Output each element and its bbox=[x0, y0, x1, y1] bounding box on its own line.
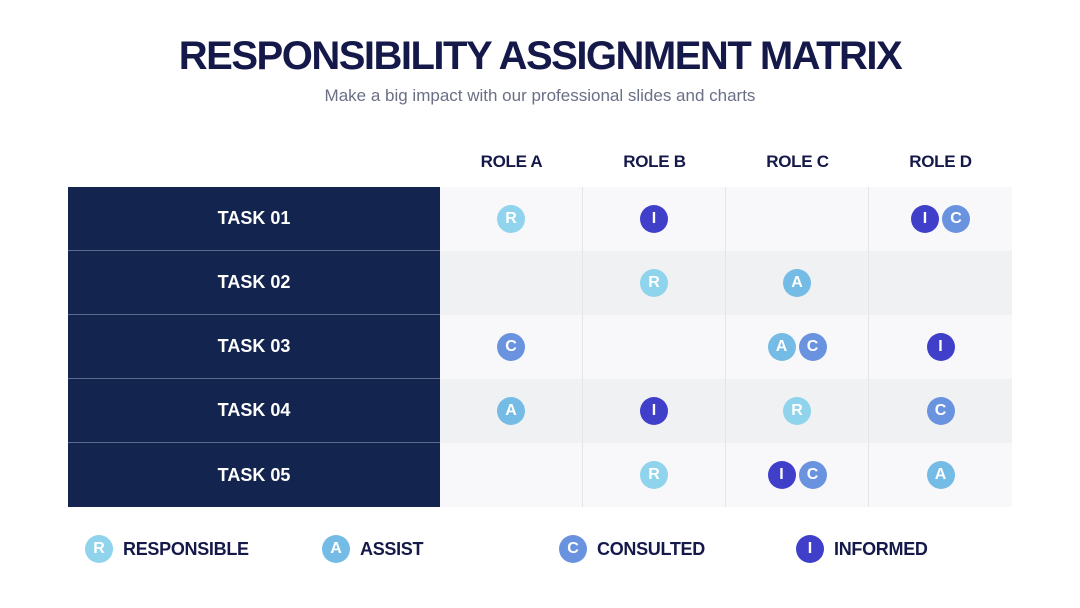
legend-item-informed: I INFORMED bbox=[796, 535, 928, 563]
matrix-cell: C bbox=[869, 379, 1012, 443]
badge-c: C bbox=[798, 461, 827, 489]
legend-item-assist: A ASSIST bbox=[322, 535, 424, 563]
matrix-cell: A bbox=[869, 443, 1012, 507]
badge-a: A bbox=[497, 397, 525, 425]
badge-r: R bbox=[640, 269, 668, 297]
matrix-cell: A bbox=[726, 251, 869, 315]
matrix-cell: R bbox=[440, 187, 583, 251]
legend-badge-i: I bbox=[796, 535, 824, 563]
badge-c: C bbox=[926, 397, 955, 425]
legend-badge-r: R bbox=[85, 535, 113, 563]
task-label: TASK 04 bbox=[68, 379, 440, 443]
badge-c: C bbox=[497, 333, 525, 361]
matrix-cell: R bbox=[583, 251, 726, 315]
legend-item-consulted: C CONSULTED bbox=[559, 535, 705, 563]
badge-r: R bbox=[497, 205, 525, 233]
badge-i: I bbox=[767, 461, 796, 489]
matrix-cell: I bbox=[583, 379, 726, 443]
task-label: TASK 01 bbox=[68, 187, 440, 251]
matrix-cell: I bbox=[583, 187, 726, 251]
badge-r: R bbox=[640, 461, 668, 489]
badge-i: I bbox=[926, 333, 955, 361]
badge-i: I bbox=[911, 205, 939, 233]
legend-label: CONSULTED bbox=[597, 538, 705, 559]
page-title: RESPONSIBILITY ASSIGNMENT MATRIX bbox=[178, 34, 903, 78]
matrix-cell: R bbox=[726, 379, 869, 443]
badge-i: I bbox=[640, 397, 668, 425]
legend-label: RESPONSIBLE bbox=[123, 538, 249, 559]
badge-a: A bbox=[783, 269, 811, 297]
matrix-cell bbox=[440, 443, 583, 507]
badge-r: R bbox=[783, 397, 811, 425]
badge-c: C bbox=[798, 333, 827, 361]
legend-label: INFORMED bbox=[834, 538, 928, 559]
role-header: ROLE B bbox=[623, 152, 686, 171]
role-header: ROLE D bbox=[909, 152, 972, 171]
legend-badge-a: A bbox=[322, 535, 350, 563]
legend-item-responsible: R RESPONSIBLE bbox=[85, 535, 249, 563]
role-header: ROLE C bbox=[766, 152, 829, 171]
task-label: TASK 05 bbox=[68, 443, 440, 507]
badge-a: A bbox=[767, 333, 796, 361]
matrix-cell bbox=[440, 251, 583, 315]
matrix-cell: R bbox=[583, 443, 726, 507]
badge-c: C bbox=[942, 205, 970, 233]
legend-label: ASSIST bbox=[360, 538, 424, 559]
legend-badge-c: C bbox=[559, 535, 587, 563]
matrix-cell bbox=[583, 315, 726, 379]
matrix-cell bbox=[726, 187, 869, 251]
matrix-cell: C bbox=[440, 315, 583, 379]
matrix-cell: I bbox=[869, 315, 1012, 379]
matrix-cell bbox=[869, 251, 1012, 315]
page-subtitle: Make a big impact with our professional … bbox=[324, 86, 756, 105]
task-label: TASK 03 bbox=[68, 315, 440, 379]
badge-a: A bbox=[926, 461, 955, 489]
role-header: ROLE A bbox=[480, 152, 543, 171]
badge-i: I bbox=[640, 205, 668, 233]
task-label: TASK 02 bbox=[68, 251, 440, 315]
matrix-cell: A bbox=[440, 379, 583, 443]
